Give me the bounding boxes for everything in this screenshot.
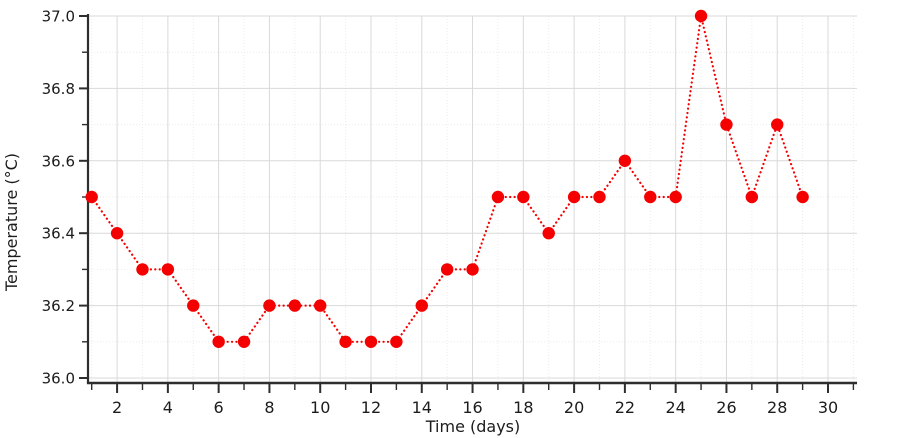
x-tick-label: 20 (564, 398, 584, 417)
data-point (212, 335, 225, 348)
data-point (593, 190, 606, 204)
data-point (796, 190, 809, 204)
data-point (288, 299, 302, 312)
y-tick-label: 36.0 (42, 370, 75, 388)
x-axis-title: Time (days) (425, 417, 521, 436)
x-tick-label: 22 (615, 398, 635, 417)
data-point (161, 263, 175, 276)
data-point (85, 190, 98, 204)
data-point (187, 299, 200, 312)
y-tick-label: 36.6 (42, 152, 75, 170)
y-tick-label: 36.4 (42, 225, 75, 243)
data-point (110, 227, 124, 240)
data-point (136, 263, 149, 276)
data-point (669, 190, 682, 204)
x-tick-label: 4 (163, 398, 173, 417)
y-tick-label: 37.0 (42, 8, 75, 26)
data-point (618, 154, 632, 167)
data-point (491, 190, 505, 204)
x-tick-label: 12 (361, 398, 381, 417)
y-tick-label: 36.8 (42, 80, 75, 98)
data-point (339, 335, 352, 348)
data-point (440, 263, 454, 276)
data-point (567, 190, 581, 204)
x-tick-label: 18 (513, 398, 533, 417)
x-tick-label: 14 (412, 398, 432, 417)
x-tick-label: 28 (767, 398, 787, 417)
data-point (644, 190, 657, 204)
data-point (720, 118, 733, 131)
data-point (771, 118, 784, 131)
data-point (314, 299, 327, 312)
data-point (415, 299, 428, 312)
data-point (694, 9, 708, 23)
x-tick-label: 6 (214, 398, 224, 417)
data-point (517, 190, 530, 204)
plot-area: 36.036.236.436.636.837.02 4 6 8 10 12 14 16 18 20… (42, 8, 857, 417)
data-point (542, 227, 555, 240)
x-tick-label: 2 (112, 398, 122, 417)
x-tick-label: 8 (264, 398, 274, 417)
x-tick-label: 10 (310, 398, 330, 417)
data-point (364, 335, 378, 348)
y-tick-label: 36.2 (42, 297, 75, 315)
data-point (237, 335, 251, 348)
data-point (745, 190, 759, 204)
data-point (263, 299, 276, 312)
y-axis-title: Temperature (°C) (2, 153, 21, 292)
x-tick-label: 30 (818, 398, 838, 417)
data-point (466, 263, 479, 276)
data-point (390, 335, 403, 348)
x-tick-label: 26 (716, 398, 736, 417)
x-tick-label: 24 (665, 398, 685, 417)
x-tick-label: 16 (462, 398, 482, 417)
